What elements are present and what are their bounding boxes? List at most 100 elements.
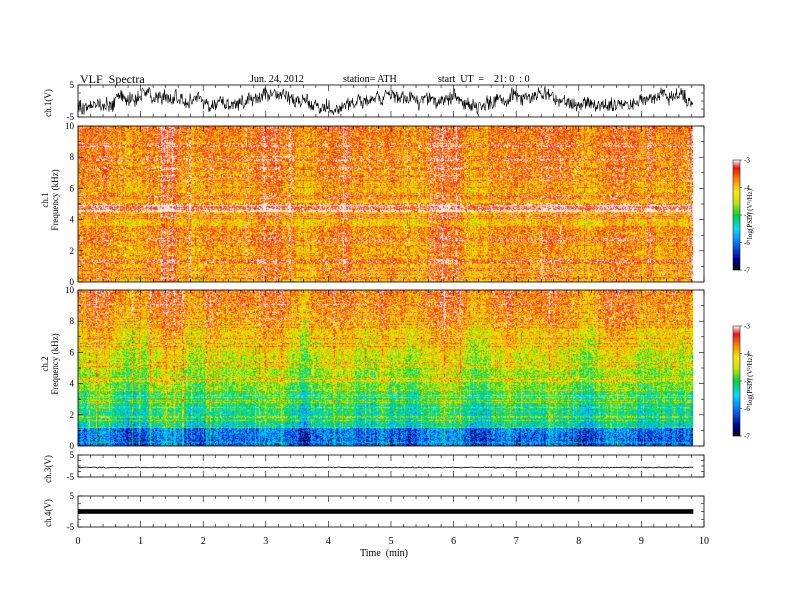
colorbar1-segment <box>733 196 740 198</box>
colorbar1-segment <box>733 224 740 226</box>
colorbar1-segment <box>733 240 740 242</box>
colorbar1-segment <box>733 238 740 240</box>
colorbar1-segment <box>733 205 740 207</box>
x-tick-label: 8 <box>576 536 581 547</box>
colorbar2-segment <box>733 385 740 387</box>
colorbar1-label: log(PSD) (V²/Hz) <box>746 188 754 240</box>
colorbar1-segment <box>733 251 740 253</box>
colorbar2-segment <box>733 391 740 393</box>
colorbar2-segment <box>733 352 740 354</box>
colorbar2-segment <box>733 403 740 405</box>
colorbar2-segment <box>733 433 740 435</box>
colorbar1-segment <box>733 245 740 247</box>
colorbar1-segment <box>733 236 740 238</box>
colorbar2-label: log(PSD) (V²/Hz) <box>746 354 754 406</box>
colorbar1-segment <box>733 234 740 236</box>
colorbar1-segment <box>733 174 740 176</box>
colorbar1-segment <box>733 223 740 225</box>
colorbar1-tick-label: -7 <box>744 267 750 275</box>
colorbar1-segment <box>733 165 740 167</box>
colorbar2-segment <box>733 430 740 432</box>
colorbar1-segment <box>733 209 740 211</box>
colorbar2-segment <box>733 328 740 330</box>
ch1-voltage-label: ch.1(V) <box>43 89 53 117</box>
colorbar1-segment <box>733 175 740 177</box>
colorbar2-segment <box>733 344 740 346</box>
ch2-spectrogram <box>78 290 693 446</box>
colorbar2-segment <box>733 393 740 395</box>
colorbar2-segment <box>733 396 740 398</box>
colorbar1-segment <box>733 200 740 202</box>
colorbar2-segment <box>733 425 740 427</box>
colorbar1-segment <box>733 207 740 209</box>
colorbar2-segment <box>733 397 740 399</box>
colorbar2-segment <box>733 371 740 373</box>
colorbar1-segment <box>733 191 740 193</box>
colorbar1-segment <box>733 177 740 179</box>
ch1-spectrogram-ytick-label: 6 <box>70 183 75 193</box>
colorbar2-tick-label: -7 <box>744 433 750 441</box>
colorbar1-segment <box>733 242 740 244</box>
ch2-frequency-label: ch.2 Frequency (kHz) <box>40 333 60 395</box>
colorbar2-segment <box>733 416 740 418</box>
colorbar1-segment <box>733 246 740 248</box>
colorbar2-segment <box>733 386 740 388</box>
colorbar1-segment <box>733 258 740 260</box>
colorbar1-segment <box>733 183 740 185</box>
colorbar2-segment <box>733 361 740 363</box>
colorbar1-segment <box>733 184 740 186</box>
colorbar1-segment <box>733 241 740 243</box>
colorbar1-segment <box>733 163 740 165</box>
colorbar2-segment <box>733 353 740 355</box>
colorbar1-segment <box>733 162 740 164</box>
colorbar1-segment <box>733 265 740 267</box>
colorbar1-segment <box>733 195 740 197</box>
colorbar2-segment <box>733 418 740 420</box>
colorbar1-segment <box>733 178 740 180</box>
colorbar1-segment <box>733 235 740 237</box>
colorbar2-segment <box>733 370 740 372</box>
colorbar1-segment <box>733 199 740 201</box>
ch2-spectrogram-ytick-label: 2 <box>70 410 75 420</box>
colorbar2-segment <box>733 373 740 375</box>
colorbar1-segment <box>733 215 740 217</box>
colorbar1-segment <box>733 208 740 210</box>
x-tick-label: 9 <box>639 536 644 547</box>
colorbar1-segment <box>733 176 740 178</box>
colorbar1-segment <box>733 206 740 208</box>
colorbar2-segment <box>733 356 740 358</box>
colorbar1-segment <box>733 264 740 266</box>
colorbar1-segment <box>733 227 740 229</box>
colorbar1-segment <box>733 269 740 271</box>
colorbar1-segment <box>733 172 740 174</box>
colorbar1-segment <box>733 253 740 255</box>
colorbar1-segment <box>733 190 740 192</box>
colorbar2-segment <box>733 429 740 431</box>
colorbar2-segment <box>733 363 740 365</box>
ch1-frequency-label: ch.1 Frequency (kHz) <box>40 169 60 231</box>
x-tick-label: 6 <box>451 536 456 547</box>
colorbar2-tick-label: -6 <box>744 405 750 413</box>
ch3-waveform-ytick-label: 5 <box>70 450 75 460</box>
colorbar1-segment <box>733 230 740 232</box>
colorbar2-segment <box>733 369 740 371</box>
ch1-waveform-line <box>77 85 694 116</box>
colorbar2-segment <box>733 355 740 357</box>
colorbar1-segment <box>733 194 740 196</box>
colorbar2-segment <box>733 388 740 390</box>
colorbar1-tick-label: -6 <box>744 239 750 247</box>
colorbar2-segment <box>733 330 740 332</box>
colorbar2-segment <box>733 389 740 391</box>
colorbar1-segment <box>733 217 740 219</box>
colorbar2-segment <box>733 326 740 328</box>
colorbar2-segment <box>733 414 740 416</box>
colorbar2-segment <box>733 335 740 337</box>
colorbar1-segment <box>733 244 740 246</box>
colorbar1-segment <box>733 216 740 218</box>
x-tick-label: 3 <box>263 536 268 547</box>
colorbar1-segment <box>733 164 740 166</box>
colorbar1-segment <box>733 198 740 200</box>
colorbar1-segment <box>733 254 740 256</box>
colorbar1-tick-label: -5 <box>744 212 750 220</box>
